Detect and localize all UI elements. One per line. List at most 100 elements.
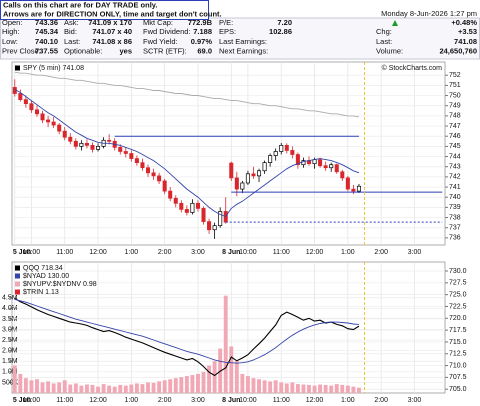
volume-bar	[35, 379, 39, 393]
volume-bar	[79, 385, 84, 393]
y-tick-label: 4.0M	[2, 305, 18, 312]
volume-bar	[268, 381, 273, 393]
y-tick-label: 752	[449, 72, 461, 79]
candle-body	[40, 113, 45, 121]
quote-panel	[0, 17, 480, 60]
volume-bar	[307, 384, 311, 393]
volume-bar	[334, 384, 339, 393]
y-tick-label: 1.5M	[2, 358, 18, 365]
volume-bar	[323, 384, 328, 393]
x-tick-label: 10:00	[23, 249, 41, 256]
volume-bar	[229, 346, 234, 393]
quote-label: Next Earnings:	[219, 46, 268, 55]
quote-value: 102.86	[269, 27, 292, 36]
quote-value: 737.55	[35, 46, 58, 55]
volume-bar	[312, 385, 317, 393]
series-line	[14, 298, 360, 364]
x-tick-label: 1:00	[341, 249, 355, 256]
candle-body	[245, 173, 250, 184]
volume-bar	[146, 382, 150, 393]
x-tick-label: 1:00	[125, 249, 139, 256]
y-tick-label: 717.5	[449, 327, 467, 334]
y-tick-label: 2.5M	[2, 337, 18, 344]
y-tick-label: 2.0M	[2, 348, 18, 355]
candle-body	[134, 158, 139, 163]
quote-label: Optionable:	[64, 46, 102, 55]
quote-label: Bid:	[64, 27, 77, 36]
volume-bar	[140, 384, 145, 393]
legend-label: SPY (5 min) 741.08	[23, 65, 84, 72]
volume-bar	[212, 361, 217, 393]
x-tick-label: 1:00	[341, 397, 355, 404]
legend-swatch	[15, 265, 20, 271]
quote-label: Fwd Dividend:	[143, 27, 191, 36]
volume-bar	[245, 376, 250, 393]
summary-value: 24,650,760	[439, 46, 477, 55]
quote-label: Ask:	[64, 18, 79, 27]
y-tick-label: 742	[449, 174, 461, 181]
candle-body	[262, 162, 267, 172]
volume-bar	[168, 379, 173, 393]
y-tick-label: 738	[449, 214, 461, 221]
candle-body	[118, 147, 123, 152]
candle-body	[218, 211, 223, 227]
x-tick-label: 3:00	[191, 249, 205, 256]
legend-swatch	[15, 289, 20, 295]
quote-value: 0.97%	[191, 37, 213, 46]
volume-bar	[234, 361, 239, 393]
plot-area	[11, 261, 446, 394]
legend-label: QQQ 718.34	[23, 265, 63, 272]
candle-body	[340, 171, 345, 179]
candle-body	[356, 185, 361, 192]
y-tick-label: 743	[449, 164, 461, 171]
candle-body	[334, 164, 339, 173]
volume-bar	[151, 382, 156, 393]
y-tick-label: 748	[449, 113, 461, 120]
y-tick-label: 3.0M	[2, 326, 18, 333]
x-tick-label: 12:00	[89, 397, 107, 404]
volume-bar	[279, 382, 284, 393]
candle-body	[251, 173, 256, 177]
quote-label: Last:	[64, 37, 80, 46]
volume-bar	[351, 386, 356, 393]
x-tick-label: 8 Jun	[222, 397, 240, 404]
candle-body	[240, 182, 245, 190]
legend-label: $NYAD 130.00	[23, 273, 69, 280]
candle-body	[73, 140, 78, 147]
volume-bar	[201, 371, 206, 393]
candle-body	[190, 202, 195, 213]
summary-value: 741.08	[454, 37, 477, 46]
y-tick-label: 707.5	[449, 374, 467, 381]
y-tick-label: 736	[449, 235, 461, 242]
volume-bar	[112, 386, 117, 393]
candle-body	[173, 197, 178, 204]
x-tick-label: 2:00	[374, 397, 388, 404]
quote-label: Open:	[2, 18, 22, 27]
volume-bar	[118, 384, 123, 393]
x-tick-label: 5 Jun	[13, 397, 31, 404]
candle-body	[184, 209, 189, 213]
volume-bar	[84, 384, 89, 393]
x-tick-label: 1:00	[125, 397, 139, 404]
candle-body	[145, 167, 151, 174]
candle-body	[207, 221, 212, 231]
volume-bar	[295, 384, 300, 393]
volume-bar	[101, 384, 106, 393]
x-tick-label: 10:00	[239, 397, 257, 404]
series-line	[14, 71, 360, 118]
quote-value: 741.07 x 40	[92, 27, 132, 36]
volume-bar	[318, 384, 323, 393]
candle-body	[179, 202, 184, 210]
volume-bar	[251, 378, 256, 393]
y-tick-label: 741	[449, 184, 461, 191]
volume-bar	[123, 385, 128, 393]
volume-bar	[29, 380, 34, 393]
x-tick-label: 3:00	[191, 397, 205, 404]
x-tick-label: 2:00	[374, 249, 388, 256]
candle-body	[90, 145, 95, 150]
y-tick-label: 739	[449, 204, 461, 211]
quote-label: EPS:	[219, 27, 236, 36]
volume-bar	[240, 373, 245, 393]
